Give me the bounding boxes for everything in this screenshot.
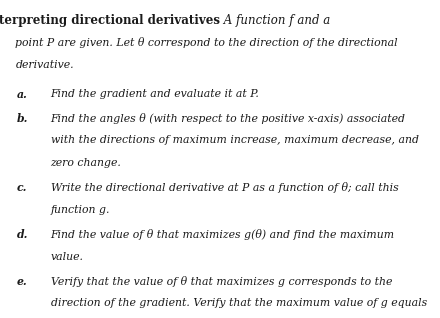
Text: e.: e. bbox=[17, 276, 27, 287]
Text: Find the angles θ (with respect to the positive x-axis) associated: Find the angles θ (with respect to the p… bbox=[51, 113, 406, 123]
Text: Interpreting directional derivatives: Interpreting directional derivatives bbox=[0, 14, 220, 27]
Text: d.: d. bbox=[17, 229, 28, 240]
Text: point P are given. Let θ correspond to the direction of the directional: point P are given. Let θ correspond to t… bbox=[15, 37, 398, 48]
Text: with the directions of maximum increase, maximum decrease, and: with the directions of maximum increase,… bbox=[51, 135, 418, 145]
Text: derivative.: derivative. bbox=[15, 60, 74, 70]
Text: Verify that the value of θ that maximizes g corresponds to the: Verify that the value of θ that maximize… bbox=[51, 276, 392, 287]
Text: a.: a. bbox=[17, 89, 27, 100]
Text: c.: c. bbox=[17, 182, 27, 193]
Text: Find the value of θ that maximizes g(θ) and find the maximum: Find the value of θ that maximizes g(θ) … bbox=[51, 229, 395, 240]
Text: Find the gradient and evaluate it at P.: Find the gradient and evaluate it at P. bbox=[51, 89, 260, 99]
Text: b.: b. bbox=[17, 113, 28, 123]
Text: zero change.: zero change. bbox=[51, 158, 121, 168]
Text: A function f and a: A function f and a bbox=[220, 14, 330, 27]
Text: function g.: function g. bbox=[51, 205, 110, 215]
Text: Write the directional derivative at P as a function of θ; call this: Write the directional derivative at P as… bbox=[51, 182, 398, 193]
Text: value.: value. bbox=[51, 252, 84, 262]
Text: direction of the gradient. Verify that the maximum value of g equals: direction of the gradient. Verify that t… bbox=[51, 299, 427, 308]
